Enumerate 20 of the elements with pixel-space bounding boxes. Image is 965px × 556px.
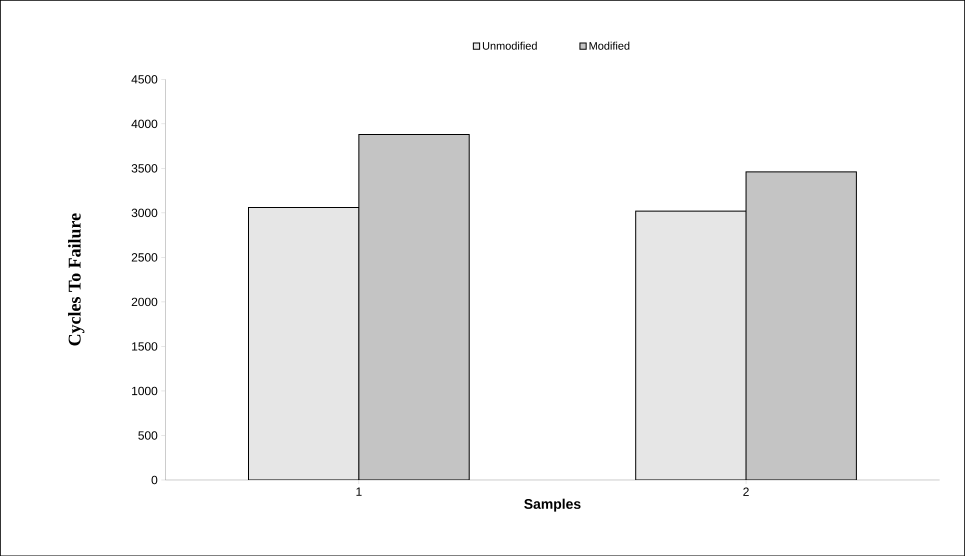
y-tick-label: 500 xyxy=(138,431,158,440)
x-tick-label: 2 xyxy=(743,487,749,496)
y-tick-label: 0 xyxy=(152,476,158,484)
y-tick-label: 4500 xyxy=(131,74,158,84)
y-tick-label: 1500 xyxy=(132,342,158,350)
bar xyxy=(635,210,747,480)
y-tick-label: 3500 xyxy=(132,164,158,172)
bar xyxy=(358,134,470,480)
y-tick-label: 2500 xyxy=(132,253,158,262)
y-tick-label: 3000 xyxy=(132,208,158,217)
bar xyxy=(248,206,360,480)
y-tick-label: 1000 xyxy=(132,386,158,396)
legend-label: Unmodified xyxy=(482,42,537,50)
bar xyxy=(746,171,857,480)
y-tick-label: 4000 xyxy=(131,119,158,128)
y-axis-title: Cycles To Failure xyxy=(68,213,84,346)
legend-label: Modified xyxy=(590,42,630,50)
y-tick-label: 2000 xyxy=(132,298,158,306)
x-tick-label: 1 xyxy=(356,487,362,496)
x-axis-title: Samples xyxy=(524,498,581,512)
